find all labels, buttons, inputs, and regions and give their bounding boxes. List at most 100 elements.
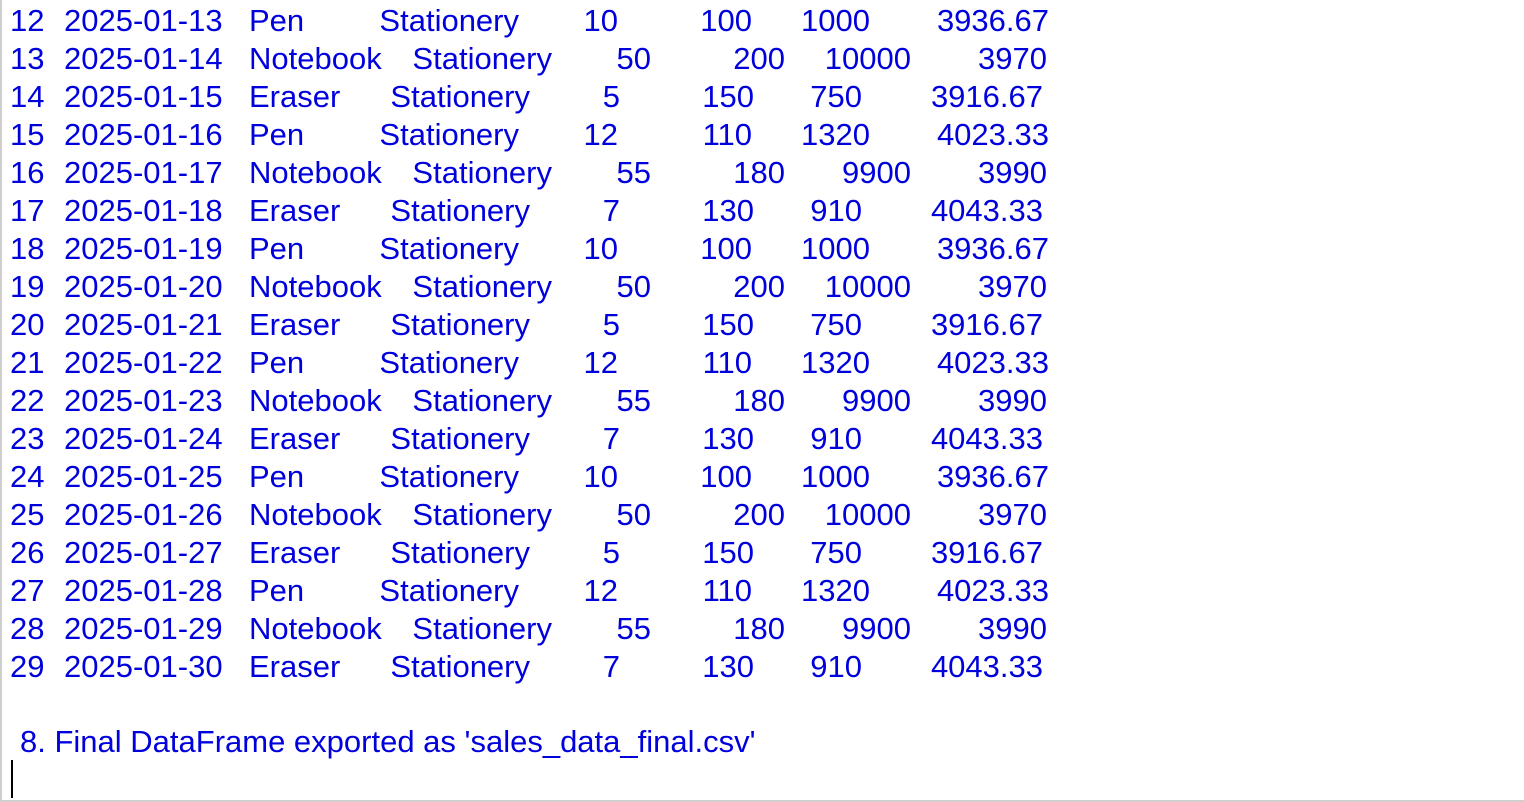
price-cell: 200 xyxy=(733,269,785,304)
row-index: 18 xyxy=(10,231,45,266)
price-cell: 200 xyxy=(733,41,785,76)
row-index: 16 xyxy=(10,155,45,190)
table-row: 16 2025-01-17 Notebook Stationery 55 180 9900 3… xyxy=(2,154,1102,192)
quantity-cell: 55 xyxy=(616,383,651,418)
total-cell: 10000 xyxy=(824,269,911,304)
table-row: 14 2025-01-15 Eraser Stationery 5 150 750 3916.… xyxy=(2,78,1102,116)
category-cell: Stationery xyxy=(379,117,519,152)
rolling-average-cell: 4023.33 xyxy=(936,117,1049,152)
product-cell: Pen xyxy=(249,3,305,38)
table-row: 19 2025-01-20 Notebook Stationery 50 200 10000… xyxy=(2,268,1102,306)
category-cell: Stationery xyxy=(412,383,552,418)
table-row: 18 2025-01-19 Pen Stationery 10 100 1000 3936.6… xyxy=(2,230,1102,268)
category-cell: Stationery xyxy=(379,345,519,380)
table-row: 21 2025-01-22 Pen Stationery 12 110 1320 4023.3… xyxy=(2,344,1102,382)
table-row: 12 2025-01-13 Pen Stationery 10 100 1000 3936.6… xyxy=(2,2,1102,40)
product-cell: Eraser xyxy=(249,79,341,114)
category-cell: Stationery xyxy=(412,611,552,646)
product-cell: Eraser xyxy=(249,307,341,342)
product-cell: Notebook xyxy=(249,41,382,76)
date-cell: 2025-01-29 xyxy=(64,611,223,646)
category-cell: Stationery xyxy=(390,421,530,456)
table-row: 28 2025-01-29 Notebook Stationery 55 180 9900 3… xyxy=(2,610,1102,648)
quantity-cell: 10 xyxy=(583,459,618,494)
product-cell: Eraser xyxy=(249,193,341,228)
product-cell: Pen xyxy=(249,117,305,152)
date-cell: 2025-01-13 xyxy=(64,3,223,38)
table-row: 26 2025-01-27 Eraser Stationery 5 150 750 3916.… xyxy=(2,534,1102,572)
quantity-cell: 10 xyxy=(583,231,618,266)
category-cell: Stationery xyxy=(412,497,552,532)
total-cell: 9900 xyxy=(842,611,911,646)
quantity-cell: 50 xyxy=(616,41,651,76)
product-cell: Pen xyxy=(249,345,305,380)
rolling-average-cell: 3916.67 xyxy=(930,307,1043,342)
category-cell: Stationery xyxy=(412,41,552,76)
rolling-average-cell: 3936.67 xyxy=(936,231,1049,266)
price-cell: 100 xyxy=(700,459,752,494)
date-cell: 2025-01-17 xyxy=(64,155,223,190)
row-index: 29 xyxy=(10,649,45,684)
category-cell: Stationery xyxy=(390,79,530,114)
price-cell: 150 xyxy=(702,307,754,342)
row-index: 12 xyxy=(10,3,45,38)
total-cell: 910 xyxy=(810,421,862,456)
quantity-cell: 5 xyxy=(602,307,620,342)
rolling-average-cell: 3990 xyxy=(978,611,1047,646)
price-cell: 180 xyxy=(733,383,785,418)
price-cell: 130 xyxy=(702,649,754,684)
quantity-cell: 5 xyxy=(602,535,620,570)
row-index: 25 xyxy=(10,497,45,532)
category-cell: Stationery xyxy=(379,231,519,266)
total-cell: 1000 xyxy=(801,231,870,266)
price-cell: 100 xyxy=(700,3,752,38)
total-cell: 1320 xyxy=(801,573,870,608)
price-cell: 150 xyxy=(702,79,754,114)
total-cell: 1320 xyxy=(801,117,870,152)
dataframe-output: 12 2025-01-13 Pen Stationery 10 100 1000 3936.6… xyxy=(2,2,1102,686)
rolling-average-cell: 3990 xyxy=(978,155,1047,190)
category-cell: Stationery xyxy=(390,193,530,228)
rolling-average-cell: 4043.33 xyxy=(930,421,1043,456)
date-cell: 2025-01-28 xyxy=(64,573,223,608)
table-row: 24 2025-01-25 Pen Stationery 10 100 1000 3936.6… xyxy=(2,458,1102,496)
date-cell: 2025-01-26 xyxy=(64,497,223,532)
product-cell: Notebook xyxy=(249,269,382,304)
total-cell: 10000 xyxy=(824,497,911,532)
export-status-message: 8. Final DataFrame exported as 'sales_da… xyxy=(20,724,756,759)
date-cell: 2025-01-22 xyxy=(64,345,223,380)
row-index: 21 xyxy=(10,345,45,380)
table-row: 23 2025-01-24 Eraser Stationery 7 130 910 4043.… xyxy=(2,420,1102,458)
rolling-average-cell: 3936.67 xyxy=(936,3,1049,38)
rolling-average-cell: 3990 xyxy=(978,383,1047,418)
product-cell: Notebook xyxy=(249,155,382,190)
price-cell: 130 xyxy=(702,421,754,456)
category-cell: Stationery xyxy=(390,307,530,342)
product-cell: Pen xyxy=(249,573,305,608)
row-index: 17 xyxy=(10,193,45,228)
price-cell: 110 xyxy=(702,573,752,608)
product-cell: Eraser xyxy=(249,535,341,570)
category-cell: Stationery xyxy=(412,155,552,190)
category-cell: Stationery xyxy=(379,459,519,494)
category-cell: Stationery xyxy=(379,3,519,38)
row-index: 15 xyxy=(10,117,45,152)
product-cell: Notebook xyxy=(249,611,382,646)
row-index: 26 xyxy=(10,535,45,570)
total-cell: 910 xyxy=(810,649,862,684)
quantity-cell: 55 xyxy=(616,611,651,646)
rolling-average-cell: 4023.33 xyxy=(936,345,1049,380)
total-cell: 1000 xyxy=(801,459,870,494)
date-cell: 2025-01-14 xyxy=(64,41,223,76)
rolling-average-cell: 3970 xyxy=(978,497,1047,532)
row-index: 23 xyxy=(10,421,45,456)
table-row: 29 2025-01-30 Eraser Stationery 7 130 910 4043.… xyxy=(2,648,1102,686)
date-cell: 2025-01-15 xyxy=(64,79,223,114)
date-cell: 2025-01-30 xyxy=(64,649,223,684)
product-cell: Notebook xyxy=(249,497,382,532)
date-cell: 2025-01-19 xyxy=(64,231,223,266)
rolling-average-cell: 3970 xyxy=(978,41,1047,76)
date-cell: 2025-01-20 xyxy=(64,269,223,304)
category-cell: Stationery xyxy=(390,535,530,570)
